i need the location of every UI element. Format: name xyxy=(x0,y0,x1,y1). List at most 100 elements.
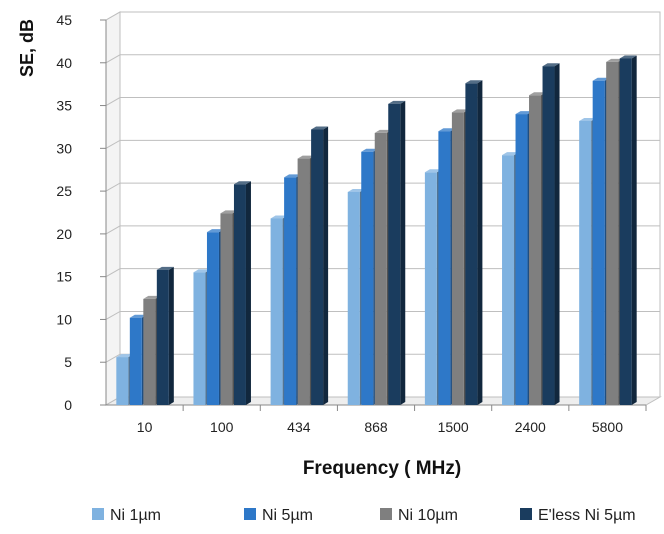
bar-top xyxy=(542,63,560,67)
legend-swatch xyxy=(520,508,532,520)
bar-top xyxy=(116,354,134,358)
bar-front xyxy=(579,120,592,405)
bar-top xyxy=(311,126,329,130)
bar-front xyxy=(438,131,451,405)
bar-top xyxy=(143,295,161,299)
bar-front xyxy=(116,357,129,405)
bar-front xyxy=(347,191,360,405)
legend-label: Ni 5µm xyxy=(262,507,313,524)
bar xyxy=(388,100,406,405)
bar-front xyxy=(193,272,206,405)
bar-front xyxy=(206,232,219,405)
bar-front xyxy=(388,103,401,405)
bar-side xyxy=(323,126,329,405)
bar-top xyxy=(361,148,379,152)
bar-front xyxy=(297,158,310,405)
bar-top xyxy=(233,181,251,185)
bar-side xyxy=(554,63,560,405)
x-tick-label: 100 xyxy=(210,419,234,435)
x-tick-label: 434 xyxy=(287,419,311,435)
bar-front xyxy=(143,298,156,405)
bar-front xyxy=(619,58,632,405)
bar-front xyxy=(529,95,542,406)
bar-top xyxy=(529,92,547,96)
y-tick-label: 45 xyxy=(56,12,72,28)
bar-top xyxy=(220,210,238,214)
x-tick-label: 5800 xyxy=(592,419,623,435)
legend-item: Ni 5µm xyxy=(244,507,313,524)
bar-front xyxy=(156,269,169,405)
bar-side xyxy=(245,181,251,405)
bar-top xyxy=(129,314,147,318)
y-tick-label: 0 xyxy=(64,397,72,413)
x-tick-label: 1500 xyxy=(438,419,469,435)
legend-swatch xyxy=(92,508,104,520)
y-tick-label: 5 xyxy=(64,354,72,370)
x-axis-label: Frequency ( MHz) xyxy=(303,458,461,479)
bar-side xyxy=(631,55,637,405)
bar-front xyxy=(233,184,246,405)
y-axis-label: SE, dB xyxy=(17,19,37,77)
bar-top xyxy=(619,55,637,59)
legend-label: Ni 10µm xyxy=(398,507,458,524)
bar-front xyxy=(542,66,555,405)
bar-top xyxy=(606,58,624,62)
bar-front xyxy=(129,317,142,405)
bar-front xyxy=(311,129,324,405)
bar xyxy=(311,126,329,405)
legend-item: E'less Ni 5µm xyxy=(520,507,636,524)
bar xyxy=(542,63,560,405)
bar-side xyxy=(168,266,174,405)
bar-front xyxy=(465,83,478,406)
bar-front xyxy=(284,177,297,405)
x-axis-ticks: 10 100 434 868 1500 2400 5800 xyxy=(137,405,647,435)
x-tick-label: 868 xyxy=(364,419,388,435)
y-tick-label: 30 xyxy=(56,140,72,156)
legend-item: Ni 1µm xyxy=(92,507,161,524)
legend-swatch xyxy=(380,508,392,520)
y-tick-label: 40 xyxy=(56,55,72,71)
bar-top xyxy=(451,109,469,113)
side-wall xyxy=(105,11,121,406)
y-tick-label: 25 xyxy=(56,183,72,199)
y-tick-label: 35 xyxy=(56,98,72,114)
gridline xyxy=(105,54,660,64)
y-tick-label: 10 xyxy=(56,311,72,327)
bar-front xyxy=(270,218,283,405)
bar-top xyxy=(515,111,533,115)
bar xyxy=(619,55,637,405)
bar-front xyxy=(606,61,619,406)
bar xyxy=(156,266,174,405)
bar-side xyxy=(477,80,483,406)
y-tick-label: 15 xyxy=(56,269,72,285)
bar-top xyxy=(592,77,610,81)
bar-top xyxy=(465,80,483,84)
bar xyxy=(233,181,251,405)
bars xyxy=(116,55,637,406)
bar-front xyxy=(220,213,233,405)
bar-front xyxy=(361,151,374,405)
bar-top xyxy=(156,266,174,270)
bar-front xyxy=(451,112,464,406)
gridline xyxy=(105,11,660,21)
bar-top xyxy=(424,169,442,173)
bar-top xyxy=(388,100,406,104)
bar-side xyxy=(400,100,406,405)
bar-front xyxy=(424,172,437,405)
x-tick-label: 10 xyxy=(137,419,153,435)
y-tick-label: 20 xyxy=(56,226,72,242)
bar-top xyxy=(206,229,224,233)
bar-top xyxy=(374,129,392,133)
bar-top xyxy=(502,152,520,156)
legend-swatch xyxy=(244,508,256,520)
legend: Ni 1µm Ni 5µm Ni 10µm E'less Ni 5µm xyxy=(92,507,636,524)
bar-top xyxy=(347,188,365,192)
bar-front xyxy=(374,132,387,405)
bar-front xyxy=(515,114,528,405)
legend-item: Ni 10µm xyxy=(380,507,458,524)
bar-top xyxy=(438,128,456,132)
bar xyxy=(465,80,483,406)
bar-top xyxy=(579,117,597,121)
